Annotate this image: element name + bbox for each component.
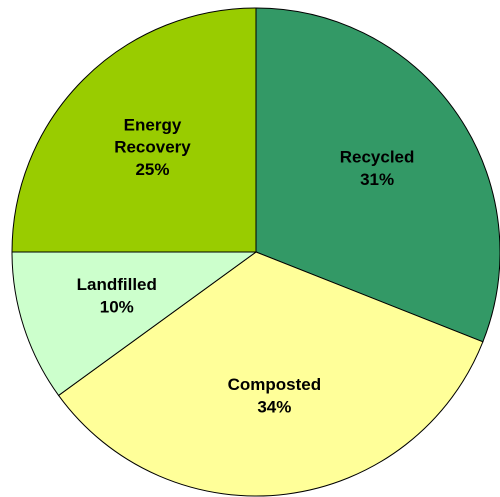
slice-label-line: Recovery xyxy=(114,138,191,157)
slice-label: Energy Recovery xyxy=(114,116,191,157)
value-label: 10% xyxy=(100,298,134,317)
value-label: 31% xyxy=(360,170,394,189)
slice-label-line: Recycled xyxy=(340,148,415,167)
slice-label-line: Energy xyxy=(124,116,182,135)
slice-label-line: Composted xyxy=(228,376,322,395)
slice-label: Recycled xyxy=(340,148,415,167)
pie-slice xyxy=(11,251,258,397)
slice-label-line: Landfilled xyxy=(77,276,157,295)
value-label: 34% xyxy=(257,398,291,417)
pie-slice xyxy=(11,7,257,253)
pie-slice xyxy=(57,251,484,497)
pie-slice xyxy=(255,7,500,343)
slice-label: Landfilled xyxy=(77,276,157,295)
value-label: 25% xyxy=(135,160,169,179)
slice-label: Composted xyxy=(228,376,322,395)
